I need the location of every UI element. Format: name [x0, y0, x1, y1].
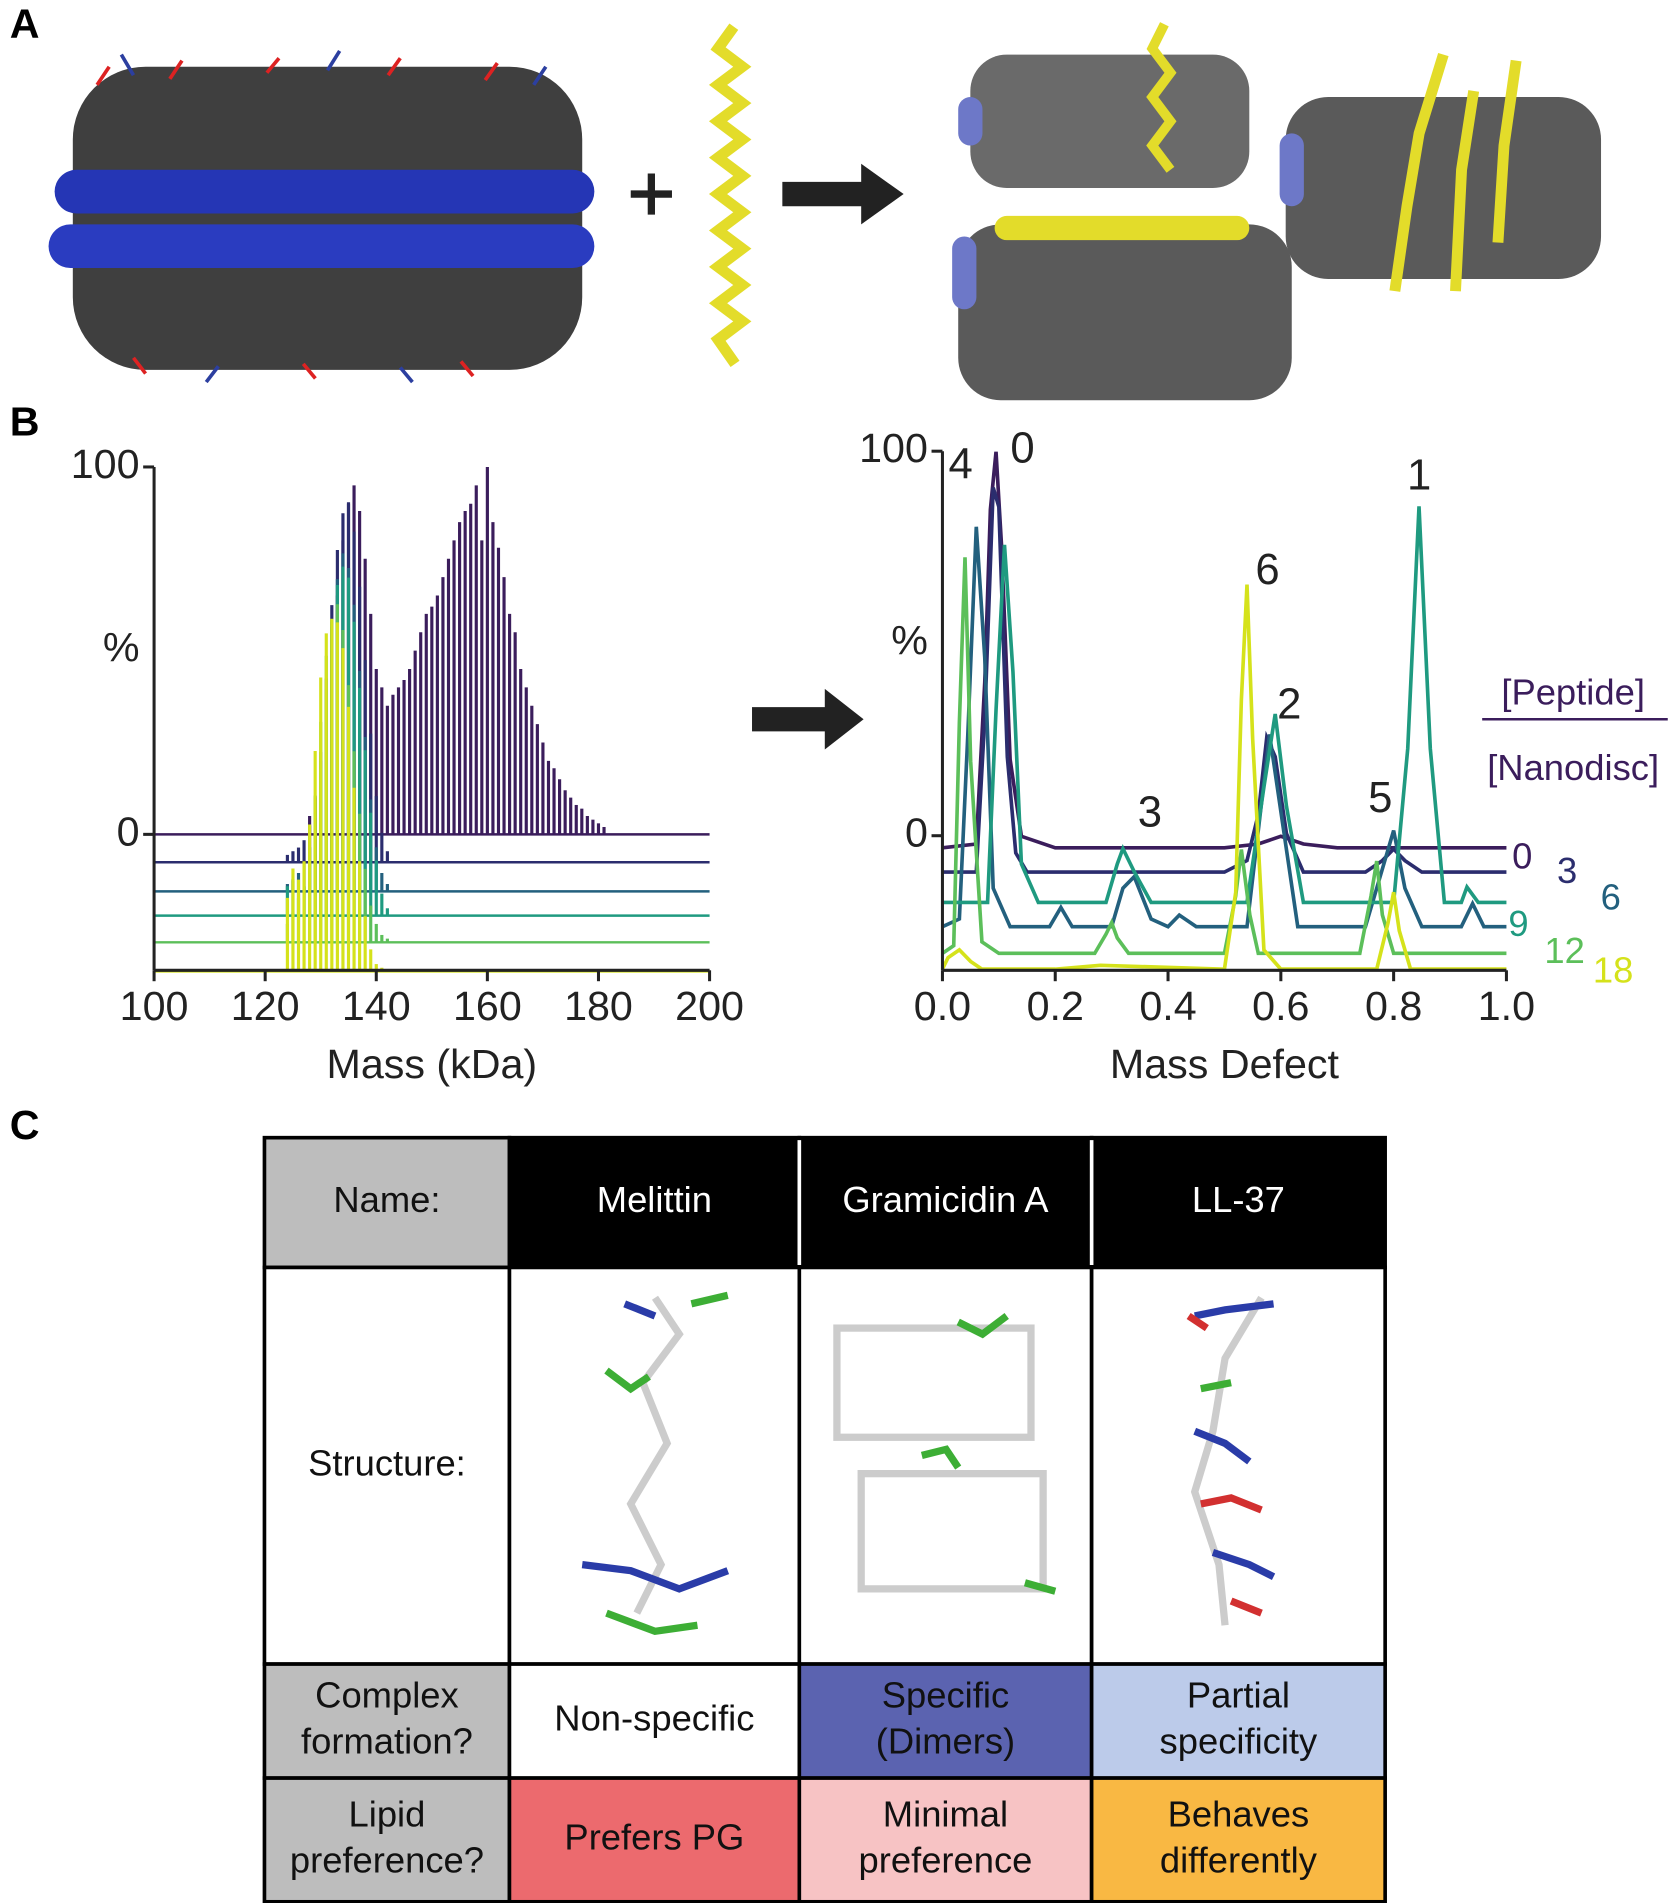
- legend-title: [Nanodisc]: [1487, 747, 1659, 788]
- legend-label: 0: [1512, 835, 1532, 876]
- cell-text: formation?: [301, 1721, 473, 1762]
- peak-annotation: 0: [1010, 424, 1034, 473]
- legend-label: 12: [1544, 930, 1584, 971]
- x-tick-label: 100: [120, 983, 189, 1029]
- x-tick-label: 160: [453, 983, 522, 1029]
- x-tick-label: 0.6: [1252, 983, 1309, 1029]
- cell-text: Non-specific: [554, 1698, 754, 1739]
- cell-text: Minimal: [883, 1793, 1008, 1834]
- x-axis-label: Mass Defect: [1110, 1041, 1340, 1087]
- table-cell: [262, 1662, 512, 1780]
- x-tick-label: 120: [231, 983, 300, 1029]
- y-tick-label: 100: [859, 425, 928, 471]
- cell-text: Melittin: [597, 1179, 712, 1220]
- table-cell: [507, 1135, 802, 1270]
- cell-text: Behaves: [1168, 1793, 1310, 1834]
- cell-text: (Dimers): [876, 1721, 1015, 1762]
- table-cell: [1089, 1135, 1387, 1270]
- legend-title: [Peptide]: [1501, 672, 1645, 713]
- legend-label: 3: [1557, 850, 1577, 891]
- cell-text: LL-37: [1192, 1179, 1285, 1220]
- legend-label: 9: [1508, 903, 1528, 944]
- panel-label: C: [10, 1102, 40, 1148]
- trace-line: [942, 506, 1507, 905]
- arrow: [752, 688, 864, 750]
- peak-annotation: 2: [1277, 680, 1301, 729]
- peak-annotation: 1: [1407, 450, 1431, 499]
- x-tick-label: 140: [342, 983, 411, 1029]
- cell-text: specificity: [1160, 1721, 1318, 1762]
- x-tick-label: 0.0: [914, 983, 971, 1029]
- y-tick-label: 0: [905, 810, 928, 856]
- nanodisc-illustration: [48, 49, 595, 384]
- table-cell: [1089, 1662, 1387, 1780]
- gramicidin-structure: [833, 1313, 1057, 1595]
- cell-text: differently: [1160, 1840, 1318, 1881]
- cell-text: Specific: [882, 1675, 1009, 1716]
- peak-annotation: 6: [1255, 545, 1279, 594]
- y-tick-label: 0: [117, 808, 140, 854]
- x-tick-label: 180: [564, 983, 633, 1029]
- x-tick-label: 200: [675, 983, 744, 1029]
- cell-text: Prefers PG: [564, 1817, 744, 1858]
- plus-sign: [630, 173, 672, 215]
- ll37-structure: [1186, 1295, 1276, 1626]
- trace-line: [941, 526, 1507, 929]
- table-cell: [1089, 1776, 1387, 1903]
- cell-text: Complex: [315, 1675, 459, 1716]
- cell-text: preference: [859, 1840, 1033, 1881]
- y-tick-label: 100: [71, 441, 140, 487]
- table-cell: [797, 1265, 1094, 1666]
- cell-text: Structure:: [308, 1442, 466, 1483]
- x-tick-label: 0.8: [1365, 983, 1422, 1029]
- peak-annotation: 5: [1368, 773, 1392, 822]
- arrow: [782, 163, 904, 225]
- trace-line: [941, 557, 1507, 956]
- table-cell: [797, 1662, 1094, 1780]
- melittin-structure: [581, 1291, 730, 1636]
- peak-annotation: 4: [948, 439, 972, 488]
- table: Name: Melittin Gramicidin A LL-37 Structure:…: [262, 1135, 1387, 1903]
- cell-text: Name:: [333, 1179, 440, 1220]
- peptide-helix: [708, 23, 752, 367]
- legend-label: 6: [1601, 877, 1621, 918]
- legend-label: 18: [1593, 949, 1633, 990]
- table-cell: [262, 1776, 512, 1903]
- panel-label: B: [10, 398, 40, 444]
- table-cell: [507, 1662, 802, 1780]
- x-axis-label: Mass (kDa): [326, 1041, 537, 1087]
- x-tick-label: 0.4: [1139, 983, 1196, 1029]
- x-tick-label: 0.2: [1027, 983, 1084, 1029]
- trace-line: [940, 584, 1507, 972]
- table-cell: [507, 1776, 802, 1903]
- nanodisc-complex: [952, 22, 1602, 401]
- peak-annotation: 3: [1138, 788, 1162, 837]
- cell-text: Partial: [1187, 1675, 1290, 1716]
- y-axis-label: %: [891, 617, 928, 663]
- cell-text: Gramicidin A: [842, 1179, 1049, 1220]
- x-tick-label: 1.0: [1478, 983, 1535, 1029]
- panel-label: A: [10, 1, 40, 47]
- cell-text: preference?: [290, 1840, 484, 1881]
- cell-text: Lipid: [349, 1793, 426, 1834]
- trace-line: [942, 451, 1507, 850]
- y-axis-label: %: [103, 625, 140, 671]
